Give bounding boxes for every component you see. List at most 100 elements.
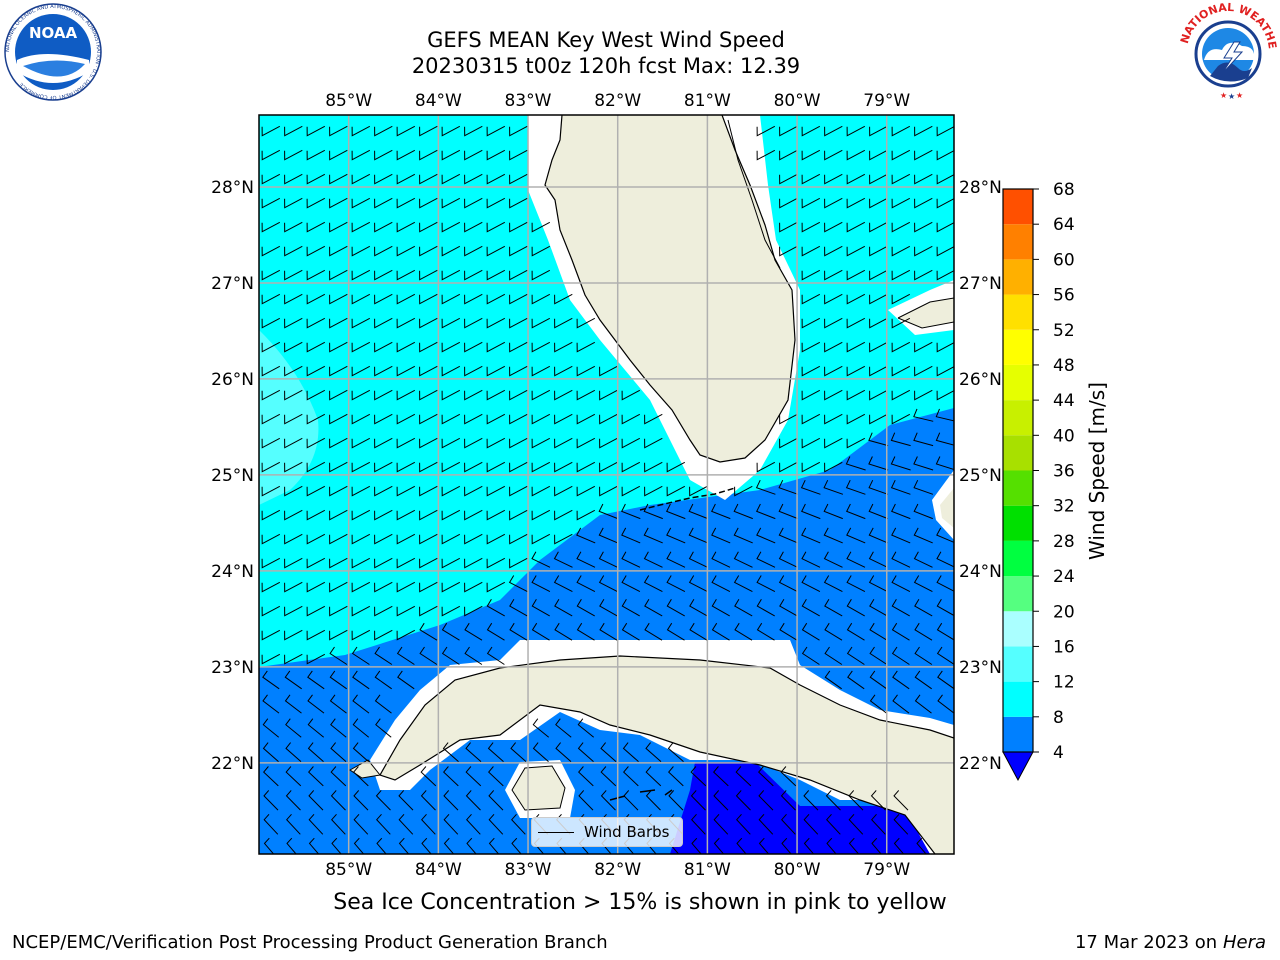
wind-barb — [823, 551, 843, 568]
wind-barb — [441, 622, 460, 641]
wind-barb — [285, 742, 302, 762]
footer-credit: NCEP/EMC/Verification Post Processing Pr… — [12, 932, 608, 953]
wind-barb — [871, 813, 886, 835]
svg-text:★: ★ — [1220, 91, 1227, 100]
wind-barb — [936, 551, 954, 568]
wind-barb — [869, 622, 888, 641]
lat-tick-label: 25°N — [211, 466, 254, 486]
wind-barb — [329, 413, 348, 425]
wind-barb — [352, 670, 370, 690]
wind-barb — [441, 461, 461, 473]
wind-barb — [351, 293, 371, 305]
wind-barb — [531, 509, 551, 521]
wind-barb — [374, 125, 393, 137]
wind-barb — [823, 527, 843, 544]
wind-barb — [306, 413, 326, 425]
wind-barb — [644, 622, 663, 641]
colorbar-bin — [1003, 681, 1033, 717]
wind-barb — [801, 245, 821, 257]
wind-barb — [779, 461, 798, 473]
wind-barb — [869, 245, 888, 257]
wind-barb — [778, 479, 799, 495]
wind-barb — [464, 269, 483, 281]
wind-barb — [621, 413, 641, 425]
wind-barb — [374, 173, 393, 185]
wind-barb — [284, 149, 303, 161]
wind-barb — [756, 551, 776, 568]
wind-barb — [419, 646, 438, 665]
wind-barb — [869, 599, 888, 617]
lat-tick-label: 24°N — [959, 562, 1002, 582]
wind-barb — [441, 125, 461, 137]
wind-barb — [329, 581, 348, 593]
wind-barb — [891, 575, 911, 593]
wind-barb — [890, 479, 911, 495]
wind-barb — [465, 766, 482, 787]
wind-barb — [713, 813, 729, 835]
wind-barb — [464, 646, 483, 665]
wind-barb — [667, 742, 684, 762]
lon-tick-label: 82°W — [594, 860, 641, 880]
wind-barb — [598, 503, 618, 520]
wind-barb — [779, 125, 798, 137]
wind-barb — [779, 413, 798, 425]
wind-barb — [419, 509, 438, 521]
wind-barb — [599, 622, 618, 641]
wind-barb — [419, 365, 438, 377]
wind-barb — [396, 509, 416, 521]
wind-barb — [374, 293, 393, 305]
wind-barb — [936, 390, 954, 401]
wind-barb — [441, 293, 461, 305]
wind-barb — [936, 366, 954, 377]
wind-barb — [464, 245, 483, 257]
wind-barb — [599, 413, 618, 425]
colorbar-bin — [1003, 329, 1033, 365]
colorbar-tick-label: 32 — [1053, 497, 1075, 517]
wind-barb — [868, 527, 888, 544]
wind-barb — [644, 437, 663, 449]
wind-barb — [330, 790, 346, 811]
wind-barb — [555, 742, 572, 762]
wind-barb — [464, 293, 483, 305]
wind-barb — [755, 479, 776, 495]
wind-barb — [263, 813, 279, 835]
wind-barb — [464, 485, 483, 497]
wind-barb — [284, 221, 303, 233]
wind-barb — [308, 790, 324, 811]
wind-barb — [936, 150, 954, 161]
wind-barb — [531, 575, 551, 593]
wind-barb — [374, 533, 393, 545]
wind-barb — [509, 245, 528, 257]
wind-barb — [554, 509, 573, 521]
wind-barb — [845, 479, 866, 495]
wind-barb — [936, 198, 954, 209]
lon-tick-label: 79°W — [863, 860, 910, 880]
wind-barb — [376, 813, 391, 835]
wind-barb — [486, 293, 506, 305]
wind-barb — [307, 718, 325, 738]
wind-barb — [846, 413, 866, 425]
wind-barb — [329, 293, 348, 305]
wind-barb — [329, 605, 348, 617]
wind-barb — [419, 413, 438, 425]
wind-barb — [758, 813, 774, 835]
wind-barb — [554, 533, 573, 545]
wind-barb — [914, 221, 933, 233]
wind-barb — [419, 341, 438, 353]
wind-barb — [869, 670, 887, 690]
wind-barb — [600, 766, 617, 787]
wind-barb — [351, 581, 371, 593]
wind-barb — [531, 413, 551, 425]
wind-barb — [419, 317, 438, 329]
wind-barb — [846, 622, 865, 641]
wind-barb — [711, 503, 731, 520]
florida-coastline — [544, 115, 796, 463]
lat-tick-label: 28°N — [959, 178, 1002, 198]
wind-barb — [868, 551, 888, 568]
wind-barb — [801, 269, 821, 281]
colorbar-tick-label: 56 — [1053, 286, 1075, 306]
wind-barb — [486, 437, 506, 449]
wind-barb — [486, 622, 505, 641]
colorbar-tick-label: 48 — [1053, 356, 1075, 376]
wind-barb — [936, 342, 954, 353]
